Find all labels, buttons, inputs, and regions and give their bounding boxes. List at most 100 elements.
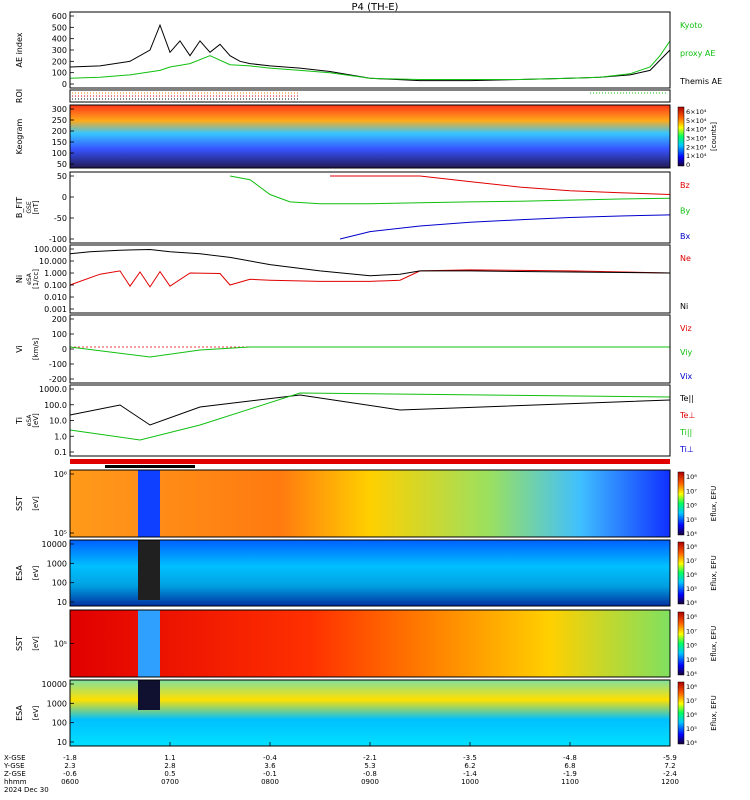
y-tick-label: 300 — [52, 46, 67, 55]
y-tick-label: 10⁵ — [54, 640, 67, 649]
y-tick-label: 0 — [62, 345, 67, 354]
legend-entry: Viz — [680, 324, 692, 333]
colorbar-tick-label: 10⁶ — [686, 642, 697, 650]
data-gap-strip — [138, 610, 160, 677]
footer-value: 5.3 — [364, 762, 375, 770]
colorbar-label: Eflux, EFU — [710, 555, 718, 590]
y-tick-label: -100 — [49, 235, 67, 244]
legend-entry: Themis AE — [679, 77, 722, 86]
panel-unit: [eV] — [32, 705, 40, 720]
red-band — [70, 459, 670, 464]
panel-unit: [eV] — [32, 496, 40, 511]
data-gap-strip — [138, 540, 160, 600]
footer-row-label: Y-GSE — [3, 762, 25, 770]
panel-frame-roi — [69, 89, 671, 103]
y-tick-label: 10⁵ — [54, 529, 67, 538]
y-tick-label: 400 — [52, 35, 67, 44]
footer-value: -5.9 — [663, 754, 677, 762]
panel-frame-sst_ion — [69, 469, 671, 538]
series-line-kyoto-proxy-ae — [69, 40, 671, 80]
footer-value: -0.6 — [63, 770, 77, 778]
y-tick-label: -200 — [49, 375, 67, 384]
panel-ylabel: Vi — [15, 345, 24, 353]
panel-ylabel: Ni — [15, 275, 24, 283]
series-line-ni — [69, 248, 671, 277]
footer-row-label: X-GSE — [4, 754, 26, 762]
series-line-bx — [339, 214, 671, 240]
temperature-trace — [69, 394, 671, 426]
footer-value: 0900 — [361, 778, 379, 786]
footer-value: 0700 — [161, 778, 179, 786]
footer-value: 0.5 — [164, 770, 175, 778]
colorbar-tick-label: 10⁴ — [686, 530, 697, 538]
y-tick-label: 1000.0 — [39, 385, 67, 394]
legend-entry: proxy AE — [680, 49, 715, 58]
y-tick-label: 1.0 — [54, 432, 67, 441]
panel-ylabel: Ti — [15, 417, 24, 425]
colorbar-tick-label: 1×10⁴ — [686, 152, 707, 160]
panel-unit: [eV] — [32, 565, 40, 580]
y-tick-label: 0.100 — [44, 281, 67, 290]
panel-frame-esa_ion — [69, 539, 671, 607]
colorbar-tick-label: 10⁸ — [686, 613, 697, 621]
panel-ylabel: B_FIT — [15, 197, 24, 218]
footer-row-label: 2024 Dec 30 — [4, 786, 49, 794]
panel-ylabel: ESA — [15, 565, 24, 581]
y-tick-label: 300 — [52, 105, 67, 114]
colorbar-tick-label: 10⁷ — [686, 487, 697, 495]
keogram-image — [70, 105, 670, 168]
series-line-by — [229, 175, 671, 205]
footer-value: -0.8 — [363, 770, 377, 778]
footer-value: 1100 — [561, 778, 579, 786]
colorbar-tick-label: 10⁷ — [686, 697, 697, 705]
panel-sublabel: eSA — [26, 272, 33, 285]
colorbar-tick-label: 10⁵ — [686, 656, 697, 664]
colorbar-tick-label: 10⁸ — [686, 543, 697, 551]
colorbar-tick-label: 10⁷ — [686, 627, 697, 635]
panel-unit: [eV] — [32, 413, 40, 428]
y-tick-label: 10.000 — [39, 257, 67, 266]
colorbar-tick-label: 4×10⁴ — [686, 126, 707, 134]
panel-unit: [nT] — [32, 200, 40, 214]
legend-entry: Bz — [680, 181, 690, 190]
footer-value: -1.8 — [63, 754, 77, 762]
footer-value: 1000 — [461, 778, 479, 786]
panel-unit: [km/s] — [32, 338, 40, 361]
y-tick-label: 150 — [52, 138, 67, 147]
colorbar-tick-label: 10⁷ — [686, 557, 697, 565]
legend-entry: Ne — [680, 254, 691, 263]
footer-value: 0800 — [261, 778, 279, 786]
legend-entry: Ti⊥ — [679, 445, 694, 454]
y-tick-label: 0.1 — [54, 448, 67, 457]
legend-entry: Vix — [680, 372, 693, 381]
legend-entry: Bx — [680, 232, 690, 241]
temperature-trace — [69, 392, 671, 441]
colorbar-tick-label: 10⁵ — [686, 516, 697, 524]
colorbar — [677, 611, 685, 676]
colorbar-tick-label: 10⁶ — [686, 571, 697, 579]
y-tick-label: 600 — [52, 12, 67, 21]
panel-ylabel: Keogram — [15, 118, 24, 154]
y-tick-label: 1000 — [47, 699, 67, 708]
colorbar-tick-label: 10⁵ — [686, 585, 697, 593]
y-tick-label: 1000 — [47, 559, 67, 568]
y-tick-label: 10.0 — [49, 417, 67, 426]
legend-entry: Ti|| — [679, 428, 692, 437]
y-tick-label: 100.000 — [34, 245, 67, 254]
colorbar-tick-label: 6×10⁴ — [686, 108, 707, 116]
y-tick-label: -100 — [49, 360, 67, 369]
colorbar-tick-label: 5×10⁴ — [686, 117, 707, 125]
panel-ylabel: SST — [15, 636, 24, 651]
sst-ion-image — [70, 470, 670, 537]
panel-frame-ae — [69, 11, 671, 89]
footer-value: -2.1 — [363, 754, 377, 762]
footer-value: 1200 — [661, 778, 679, 786]
colorbar-tick-label: 10⁴ — [686, 670, 697, 678]
colorbar — [677, 681, 685, 745]
legend-entry: Kyoto — [680, 21, 702, 30]
footer-value: 1.1 — [164, 754, 175, 762]
panel-frame-keogram — [69, 104, 671, 169]
y-tick-label: 10000 — [42, 680, 67, 689]
y-tick-label: 1.000 — [44, 269, 67, 278]
